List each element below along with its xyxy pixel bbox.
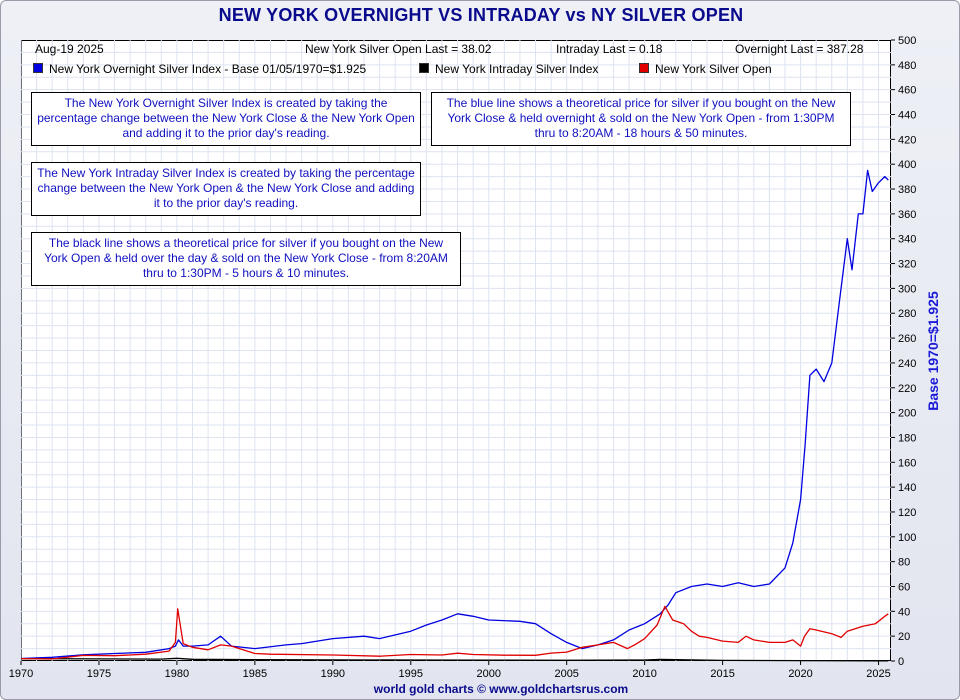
- footer-credit: world gold charts © www.goldchartsrus.co…: [373, 682, 629, 696]
- x-tick-label: 2020: [788, 668, 812, 680]
- x-tick-label: 2025: [866, 668, 890, 680]
- legend-overnight-swatch: [33, 63, 43, 73]
- y-tick-label: 300: [898, 283, 916, 295]
- y-tick-label: 120: [898, 507, 916, 519]
- legend-intraday: New York Intraday Silver Index: [419, 62, 598, 76]
- y-tick-label: 280: [898, 308, 916, 320]
- note-overnight-definition: The New York Overnight Silver Index is c…: [31, 92, 421, 146]
- y-tick-label: 40: [898, 606, 910, 618]
- axis-ticks: 0 20 40 60 80 100 120 140 160 180 200 220 240 260 280 3…: [9, 35, 917, 680]
- y-tick-label: 220: [898, 383, 916, 395]
- series-line-2: [20, 605, 889, 660]
- y-tick-label: 340: [898, 234, 916, 246]
- legend-open: New York Silver Open: [639, 62, 772, 76]
- x-tick-label: 2000: [476, 668, 500, 680]
- y-tick-label: 480: [898, 60, 916, 72]
- y-tick-label: 500: [898, 35, 916, 47]
- y-tick-label: 400: [898, 159, 916, 171]
- y-tick-label: 440: [898, 110, 916, 122]
- series-line-1: [20, 657, 889, 662]
- y-tick-label: 260: [898, 333, 916, 345]
- x-tick-label: 1970: [9, 668, 33, 680]
- legend-open-label: New York Silver Open: [655, 62, 772, 76]
- legend-intraday-swatch: [419, 63, 429, 73]
- series-lines: [20, 169, 889, 662]
- y-tick-label: 420: [898, 134, 916, 146]
- x-tick-label: 1990: [321, 668, 345, 680]
- legend-overnight: New York Overnight Silver Index - Base 0…: [33, 62, 366, 76]
- x-tick-label: 2015: [710, 668, 734, 680]
- y-axis-label: Base 1970=$1.925: [925, 291, 941, 411]
- y-tick-label: 360: [898, 209, 916, 221]
- y-tick-label: 60: [898, 581, 910, 593]
- y-tick-label: 20: [898, 631, 910, 643]
- y-tick-label: 160: [898, 457, 916, 469]
- legend-intraday-label: New York Intraday Silver Index: [435, 62, 599, 76]
- legend-open-swatch: [639, 63, 649, 73]
- header-date: Aug-19 2025: [35, 42, 104, 56]
- note-black-line: The black line shows a theoretical price…: [31, 232, 461, 286]
- note-blue-line: The blue line shows a theoretical price …: [431, 92, 851, 146]
- y-tick-label: 380: [898, 184, 916, 196]
- y-tick-label: 460: [898, 85, 916, 97]
- x-tick-label: 1985: [243, 668, 267, 680]
- chart-title: NEW YORK OVERNIGHT VS INTRADAY vs NY SIL…: [218, 5, 744, 25]
- header-open-last: New York Silver Open Last = 38.02: [305, 42, 492, 56]
- header-intraday-last: Intraday Last = 0.18: [556, 42, 663, 56]
- y-tick-label: 320: [898, 259, 916, 271]
- y-tick-label: 240: [898, 358, 916, 370]
- y-tick-label: 200: [898, 408, 916, 420]
- legend-overnight-label: New York Overnight Silver Index - Base 0…: [49, 62, 367, 76]
- y-tick-label: 100: [898, 532, 916, 544]
- y-tick-label: 80: [898, 557, 910, 569]
- y-tick-label: 0: [898, 656, 904, 668]
- y-tick-label: 180: [898, 432, 916, 444]
- x-tick-label: 2010: [632, 668, 656, 680]
- x-tick-label: 2005: [554, 668, 578, 680]
- x-tick-label: 1975: [87, 668, 111, 680]
- header-overnight-last: Overnight Last = 387.28: [735, 42, 864, 56]
- note-intraday-definition: The New York Intraday Silver Index is cr…: [31, 162, 421, 216]
- y-tick-label: 140: [898, 482, 916, 494]
- x-tick-label: 1980: [165, 668, 189, 680]
- x-tick-label: 1995: [399, 668, 423, 680]
